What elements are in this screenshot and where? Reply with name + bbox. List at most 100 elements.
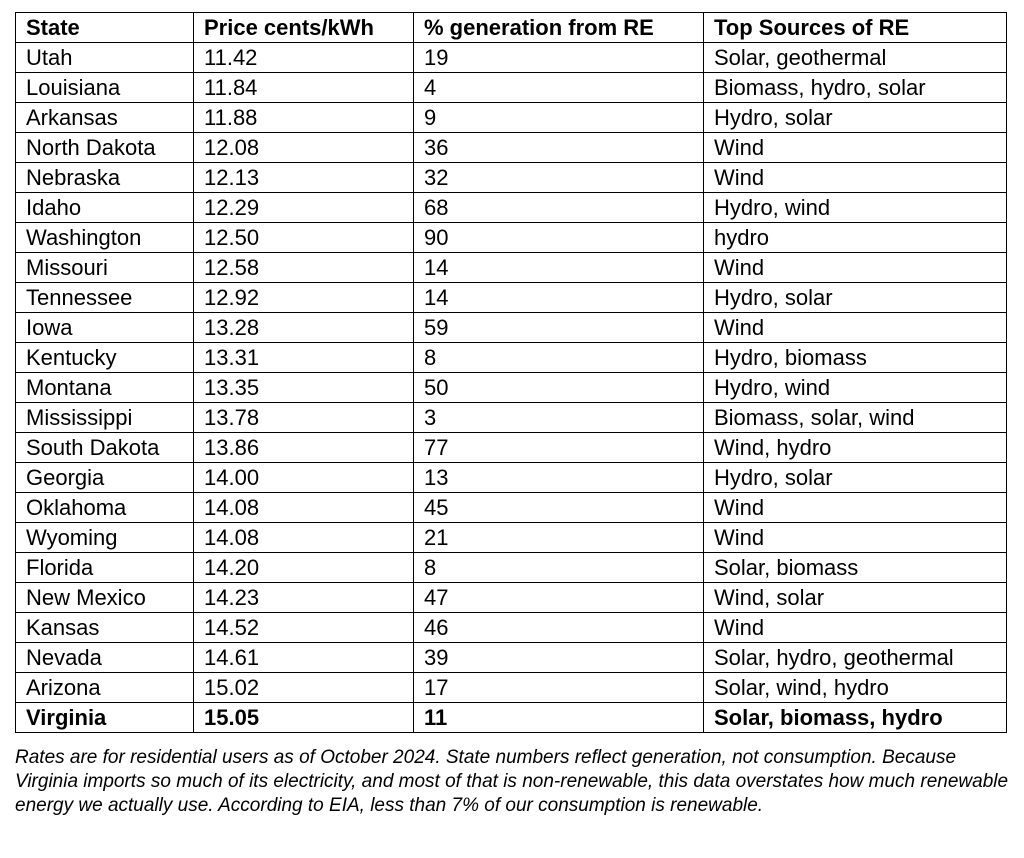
table-cell: Kentucky bbox=[15, 342, 194, 373]
table-cell: 13.78 bbox=[193, 402, 414, 433]
table-cell: 19 bbox=[413, 42, 704, 73]
table-cell: 59 bbox=[413, 312, 704, 343]
table-cell: Kansas bbox=[15, 612, 194, 643]
column-header: % generation from RE bbox=[413, 12, 704, 43]
table-cell: Tennessee bbox=[15, 282, 194, 313]
table-cell: Wind bbox=[703, 252, 1007, 283]
table-cell: 14.08 bbox=[193, 522, 414, 553]
table-cell: Wind, hydro bbox=[703, 432, 1007, 463]
table-cell: 12.50 bbox=[193, 222, 414, 253]
table-cell: 15.05 bbox=[193, 702, 414, 733]
table-cell: 11 bbox=[413, 702, 704, 733]
table-row: Iowa 13.28 59 Wind bbox=[15, 312, 1007, 343]
table-cell: 4 bbox=[413, 72, 704, 103]
column-header: Top Sources of RE bbox=[703, 12, 1007, 43]
table-cell: Hydro, wind bbox=[703, 372, 1007, 403]
table-cell: 13.31 bbox=[193, 342, 414, 373]
table-row: Kansas 14.52 46 Wind bbox=[15, 612, 1007, 643]
table-cell: Wind bbox=[703, 312, 1007, 343]
table-cell: Idaho bbox=[15, 192, 194, 223]
table-cell: Wind bbox=[703, 132, 1007, 163]
table-row: Mississippi 13.78 3 Biomass, solar, wind bbox=[15, 402, 1007, 433]
table-row: Nevada 14.61 39 Solar, hydro, geothermal bbox=[15, 642, 1007, 673]
table-row: New Mexico 14.23 47 Wind, solar bbox=[15, 582, 1007, 613]
table-cell: Hydro, solar bbox=[703, 462, 1007, 493]
table-cell: 12.13 bbox=[193, 162, 414, 193]
header-row: State Price cents/kWh% generation from RE… bbox=[15, 12, 1007, 43]
table-cell: Wind bbox=[703, 612, 1007, 643]
table-cell: 8 bbox=[413, 552, 704, 583]
table-row: Arizona 15.02 17 Solar, wind, hydro bbox=[15, 672, 1007, 703]
table-cell: Solar, biomass bbox=[703, 552, 1007, 583]
table-cell: 45 bbox=[413, 492, 704, 523]
table-cell: Arizona bbox=[15, 672, 194, 703]
table-cell: Biomass, hydro, solar bbox=[703, 72, 1007, 103]
table-cell: 13.28 bbox=[193, 312, 414, 343]
table-cell: Wind, solar bbox=[703, 582, 1007, 613]
table-cell: 12.08 bbox=[193, 132, 414, 163]
table-row: Wyoming 14.08 21 Wind bbox=[15, 522, 1007, 553]
table-cell: 15.02 bbox=[193, 672, 414, 703]
table-row: Louisiana 11.84 4 Biomass, hydro, solar bbox=[15, 72, 1007, 103]
table-cell: 17 bbox=[413, 672, 704, 703]
table-row: Florida 14.20 8 Solar, biomass bbox=[15, 552, 1007, 583]
table-cell: 3 bbox=[413, 402, 704, 433]
table-row: Idaho 12.29 68 Hydro, wind bbox=[15, 192, 1007, 223]
table-cell: Wind bbox=[703, 492, 1007, 523]
table-cell: 13.35 bbox=[193, 372, 414, 403]
table-cell: 8 bbox=[413, 342, 704, 373]
footnote: Rates are for residential users as of Oc… bbox=[15, 747, 1009, 816]
table-cell: 68 bbox=[413, 192, 704, 223]
table-cell: Iowa bbox=[15, 312, 194, 343]
table-cell: Hydro, solar bbox=[703, 282, 1007, 313]
table-cell: Oklahoma bbox=[15, 492, 194, 523]
table-cell: Wyoming bbox=[15, 522, 194, 553]
table-cell: Hydro, solar bbox=[703, 102, 1007, 133]
table-row: Arkansas 11.88 9 Hydro, solar bbox=[15, 102, 1007, 133]
column-header: Price cents/kWh bbox=[193, 12, 414, 43]
table-cell: 14.23 bbox=[193, 582, 414, 613]
table-cell: 50 bbox=[413, 372, 704, 403]
table-cell: Hydro, wind bbox=[703, 192, 1007, 223]
table-cell: Solar, wind, hydro bbox=[703, 672, 1007, 703]
table-cell: Nevada bbox=[15, 642, 194, 673]
table-cell: Virginia bbox=[15, 702, 194, 733]
table-row: Georgia 14.00 13 Hydro, solar bbox=[15, 462, 1007, 493]
table-row: Montana 13.35 50 Hydro, wind bbox=[15, 372, 1007, 403]
energy-table: State Price cents/kWh% generation from RE… bbox=[15, 12, 1007, 733]
table-cell: hydro bbox=[703, 222, 1007, 253]
table-cell: 9 bbox=[413, 102, 704, 133]
table-cell: 12.92 bbox=[193, 282, 414, 313]
table-row: Washington 12.50 90 hydro bbox=[15, 222, 1007, 253]
table-cell: Utah bbox=[15, 42, 194, 73]
table-cell: South Dakota bbox=[15, 432, 194, 463]
table-cell: 14.08 bbox=[193, 492, 414, 523]
table-cell: 11.84 bbox=[193, 72, 414, 103]
table-cell: Wind bbox=[703, 162, 1007, 193]
table-cell: 47 bbox=[413, 582, 704, 613]
table-cell: Wind bbox=[703, 522, 1007, 553]
table-cell: 14 bbox=[413, 252, 704, 283]
table-cell: Hydro, biomass bbox=[703, 342, 1007, 373]
table-cell: Montana bbox=[15, 372, 194, 403]
table-cell: Florida bbox=[15, 552, 194, 583]
table-cell: Arkansas bbox=[15, 102, 194, 133]
table-row: Missouri 12.58 14 Wind bbox=[15, 252, 1007, 283]
table-cell: Nebraska bbox=[15, 162, 194, 193]
table-cell: 12.29 bbox=[193, 192, 414, 223]
table-row: Utah 11.42 19 Solar, geothermal bbox=[15, 42, 1007, 73]
table-cell: 36 bbox=[413, 132, 704, 163]
table-cell: 13 bbox=[413, 462, 704, 493]
table-cell: Washington bbox=[15, 222, 194, 253]
table-row: Kentucky 13.31 8 Hydro, biomass bbox=[15, 342, 1007, 373]
table-cell: New Mexico bbox=[15, 582, 194, 613]
table-cell: 14 bbox=[413, 282, 704, 313]
table-row: Nebraska 12.13 32 Wind bbox=[15, 162, 1007, 193]
table-cell: 14.52 bbox=[193, 612, 414, 643]
table-cell: 12.58 bbox=[193, 252, 414, 283]
table-cell: 77 bbox=[413, 432, 704, 463]
table-row: South Dakota 13.86 77 Wind, hydro bbox=[15, 432, 1007, 463]
table-cell: Solar, hydro, geothermal bbox=[703, 642, 1007, 673]
table-cell: 21 bbox=[413, 522, 704, 553]
